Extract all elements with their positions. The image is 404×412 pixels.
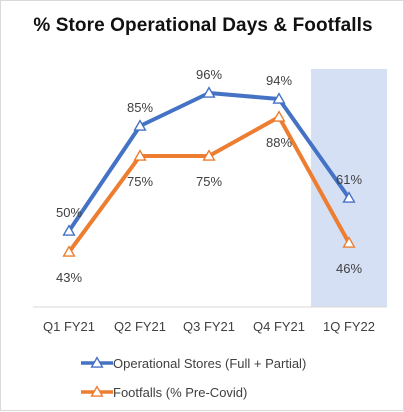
- data-point-0-1: [133, 119, 147, 131]
- data-point-1-1: [133, 149, 147, 161]
- legend-label-0: Operational Stores (Full + Partial): [113, 356, 306, 371]
- legend-label-1: Footfalls (% Pre-Covid): [113, 385, 247, 400]
- data-label-1-3: 88%: [266, 135, 292, 150]
- chart-title: % Store Operational Days & Footfalls: [33, 15, 373, 36]
- x-tick-label: Q2 FY21: [114, 319, 166, 334]
- data-point-1-4: [342, 236, 356, 248]
- data-label-0-1: 85%: [127, 100, 153, 115]
- x-tick-label: Q3 FY21: [183, 319, 235, 334]
- data-label-0-3: 94%: [266, 73, 292, 88]
- x-tick-label: Q1 FY21: [43, 319, 95, 334]
- x-tick-label: 1Q FY22: [323, 319, 375, 334]
- data-point-0-4: [342, 191, 356, 203]
- data-label-0-0: 50%: [56, 205, 82, 220]
- data-point-1-0: [62, 245, 76, 257]
- data-point-1-3: [272, 110, 286, 122]
- legend-marker-0: [90, 356, 104, 368]
- data-label-1-0: 43%: [56, 270, 82, 285]
- data-point-0-3: [272, 92, 286, 104]
- data-point-0-0: [62, 224, 76, 236]
- legend-marker-1: [90, 385, 104, 397]
- data-point-1-2: [202, 149, 216, 161]
- data-label-1-2: 75%: [196, 174, 222, 189]
- data-point-0-2: [202, 86, 216, 98]
- highlight-band: [311, 69, 387, 307]
- series-line-0: [67, 91, 351, 233]
- data-label-0-2: 96%: [196, 67, 222, 82]
- x-tick-label: Q4 FY21: [253, 319, 305, 334]
- data-label-1-4: 46%: [336, 261, 362, 276]
- data-label-1-1: 75%: [127, 174, 153, 189]
- data-label-0-4: 61%: [336, 172, 362, 187]
